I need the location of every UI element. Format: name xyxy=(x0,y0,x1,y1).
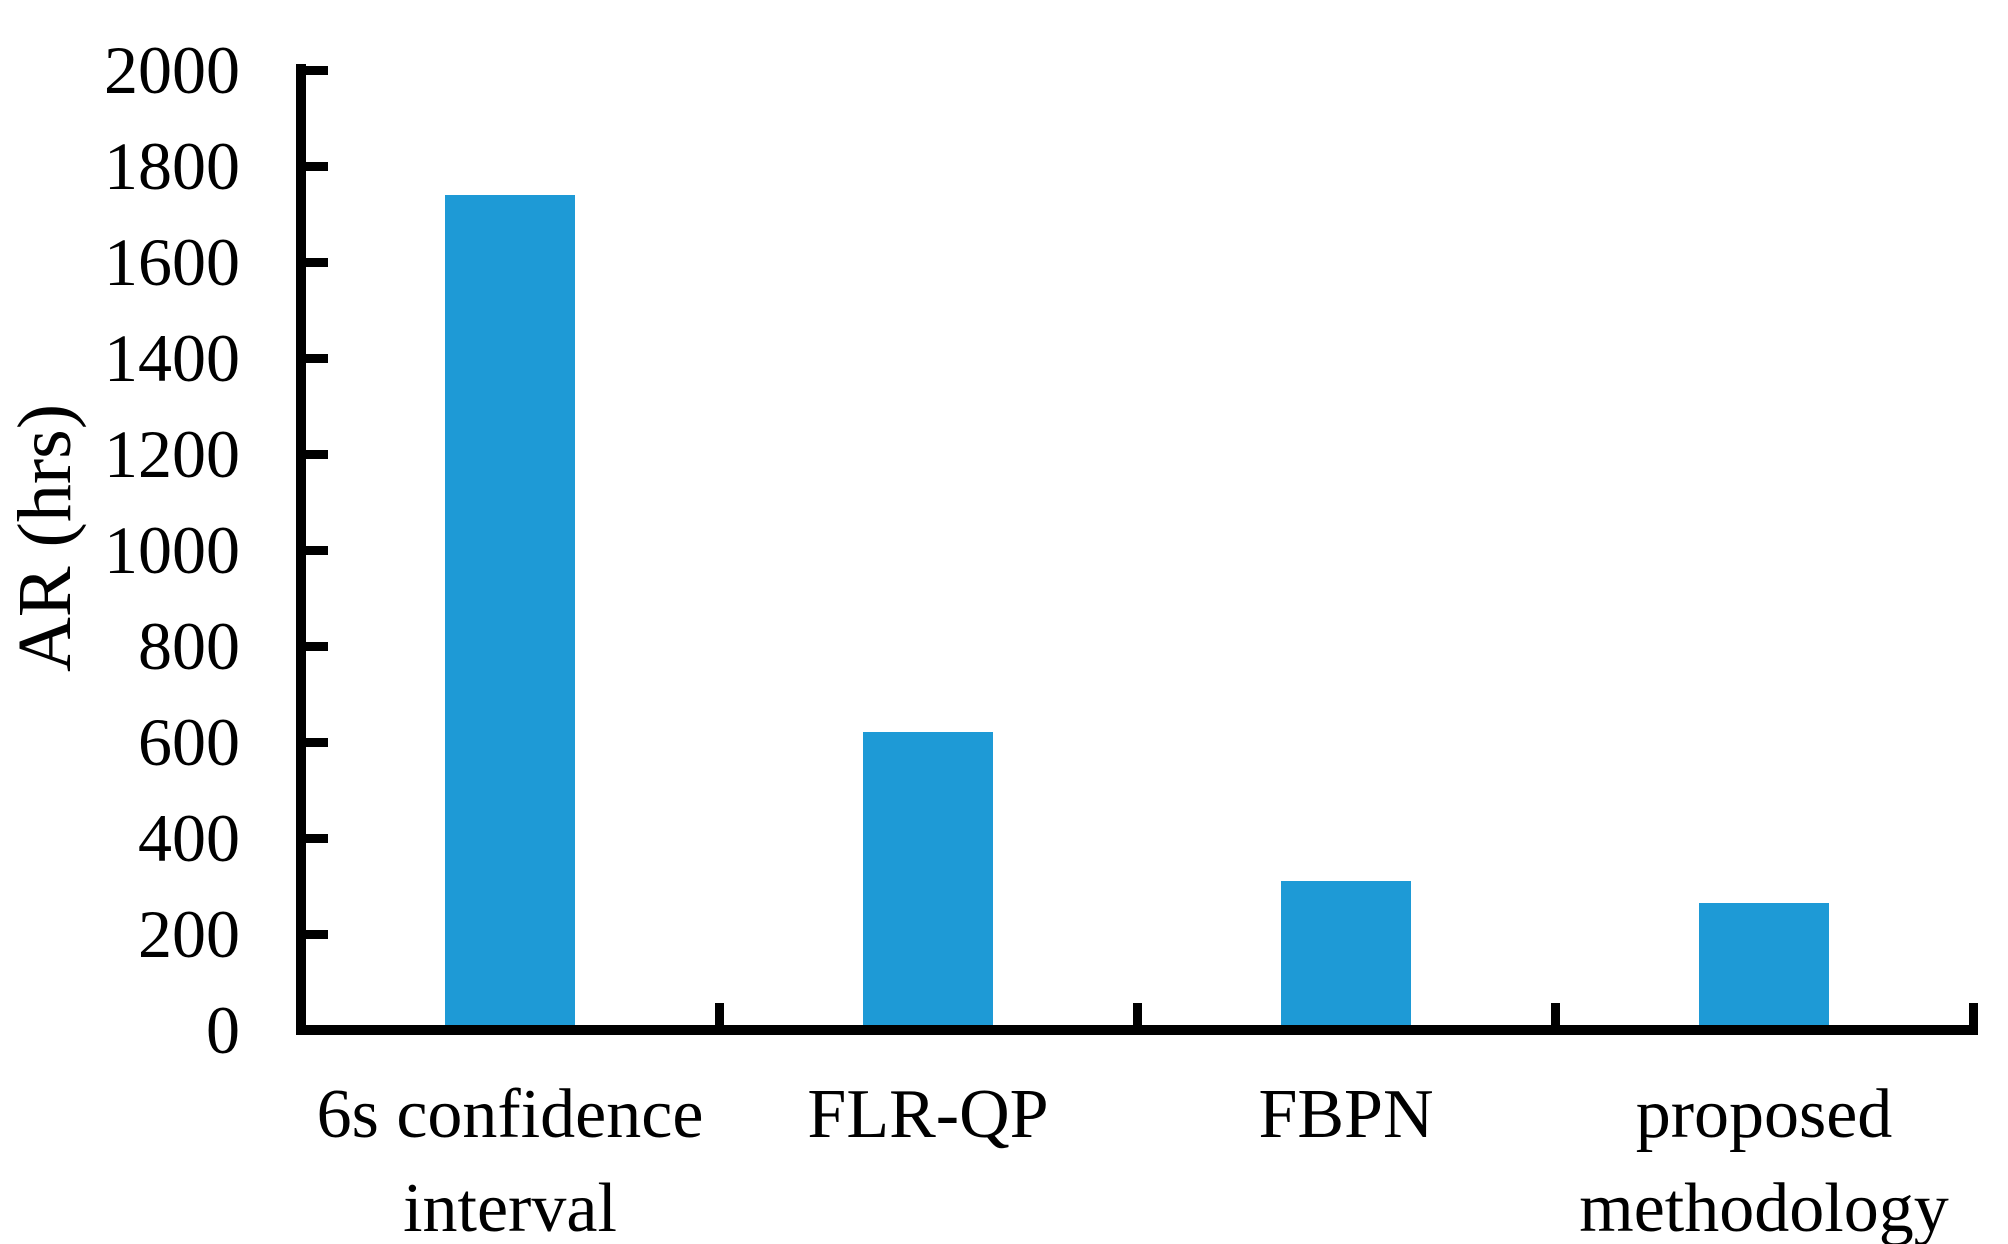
y-tick-label: 800 xyxy=(138,608,240,684)
x-category-label: FBPN xyxy=(1077,1068,1615,1162)
y-tick-label: 1200 xyxy=(104,416,240,492)
y-tick-label: 1800 xyxy=(104,128,240,204)
bar-fbpn xyxy=(1281,881,1411,1030)
y-tick-mark xyxy=(296,833,328,843)
y-tick-mark xyxy=(296,737,328,747)
y-axis-line xyxy=(296,64,306,1035)
y-tick-mark xyxy=(296,161,328,171)
bar-flr-qp xyxy=(863,732,993,1030)
y-tick-label: 1400 xyxy=(104,320,240,396)
x-axis-line xyxy=(296,1025,1978,1035)
x-category-label-line: FBPN xyxy=(1258,1076,1434,1153)
y-tick-mark xyxy=(296,353,328,363)
x-category-label: FLR-QP xyxy=(659,1068,1197,1162)
y-tick-mark xyxy=(296,257,328,267)
y-tick-mark xyxy=(296,929,328,939)
y-tick-label: 0 xyxy=(206,992,240,1068)
y-tick-label: 2000 xyxy=(104,32,240,108)
x-tick-mark xyxy=(714,1003,724,1030)
x-category-label-line: 6s confidence xyxy=(316,1076,704,1153)
y-tick-mark xyxy=(296,545,328,555)
x-category-label-line: methodology xyxy=(1579,1170,1949,1244)
y-tick-label: 1600 xyxy=(104,224,240,300)
x-category-label-line: FLR-QP xyxy=(807,1076,1049,1153)
y-tick-label: 1000 xyxy=(104,512,240,588)
bar-6s-confidence-interval xyxy=(445,194,575,1030)
x-tick-mark xyxy=(1968,1003,1978,1030)
x-tick-mark xyxy=(1550,1003,1560,1030)
x-category-label: 6s confidence interval xyxy=(241,1068,779,1244)
y-tick-label: 400 xyxy=(138,800,240,876)
x-tick-mark xyxy=(1132,1003,1142,1030)
y-tick-mark xyxy=(296,641,328,651)
x-category-label-line: proposed xyxy=(1635,1076,1893,1153)
x-category-label: proposed methodology xyxy=(1495,1068,2008,1244)
x-category-label-line: interval xyxy=(403,1170,617,1244)
y-tick-mark xyxy=(296,65,328,75)
y-tick-label: 200 xyxy=(138,896,240,972)
bar-proposed-methodology xyxy=(1699,902,1829,1030)
y-tick-label: 600 xyxy=(138,704,240,780)
y-tick-mark xyxy=(296,449,328,459)
